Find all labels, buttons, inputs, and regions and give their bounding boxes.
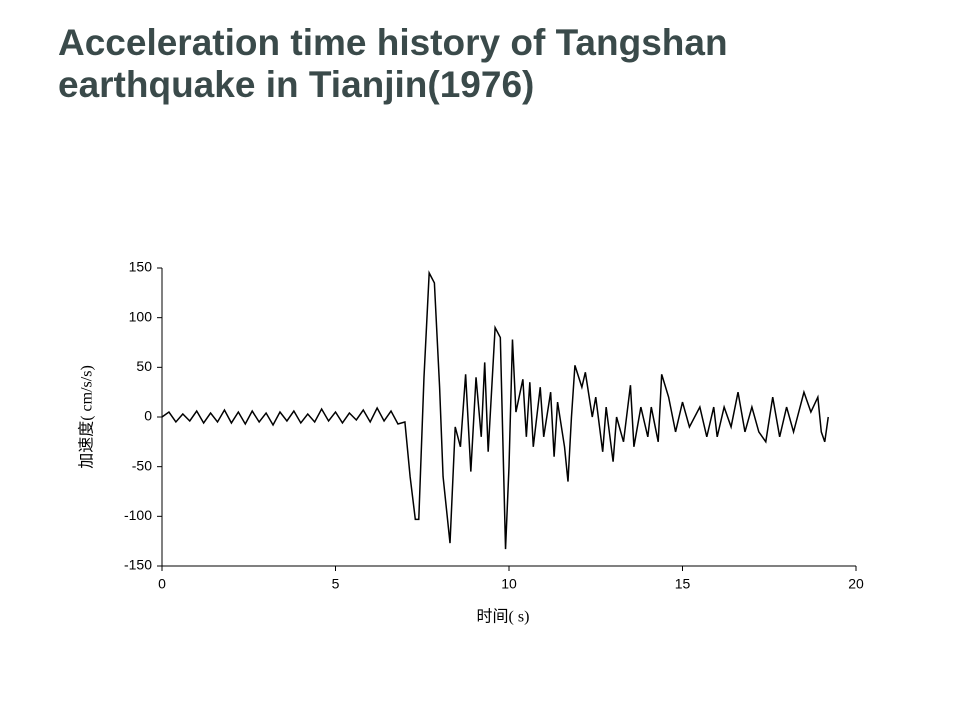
y-tick-label: -100 xyxy=(124,507,152,523)
x-tick-label: 0 xyxy=(158,576,166,592)
x-tick-label: 15 xyxy=(675,576,691,592)
y-tick-label: 0 xyxy=(144,408,152,424)
y-tick-label: -150 xyxy=(124,557,152,573)
series-line xyxy=(161,270,829,550)
y-axis-label: 加速度( cm/s/s) xyxy=(78,365,96,469)
x-tick-label: 10 xyxy=(501,576,517,592)
y-tick-label: 150 xyxy=(129,259,153,275)
x-axis-label: 时间( s) xyxy=(477,608,530,626)
y-tick-label: 50 xyxy=(136,358,152,374)
slide-title: Acceleration time history of Tangshan ea… xyxy=(58,22,728,105)
y-tick-label: -50 xyxy=(132,457,152,473)
x-tick-label: 5 xyxy=(332,576,340,592)
x-tick-label: 20 xyxy=(848,576,864,592)
y-tick-label: 100 xyxy=(129,308,153,324)
